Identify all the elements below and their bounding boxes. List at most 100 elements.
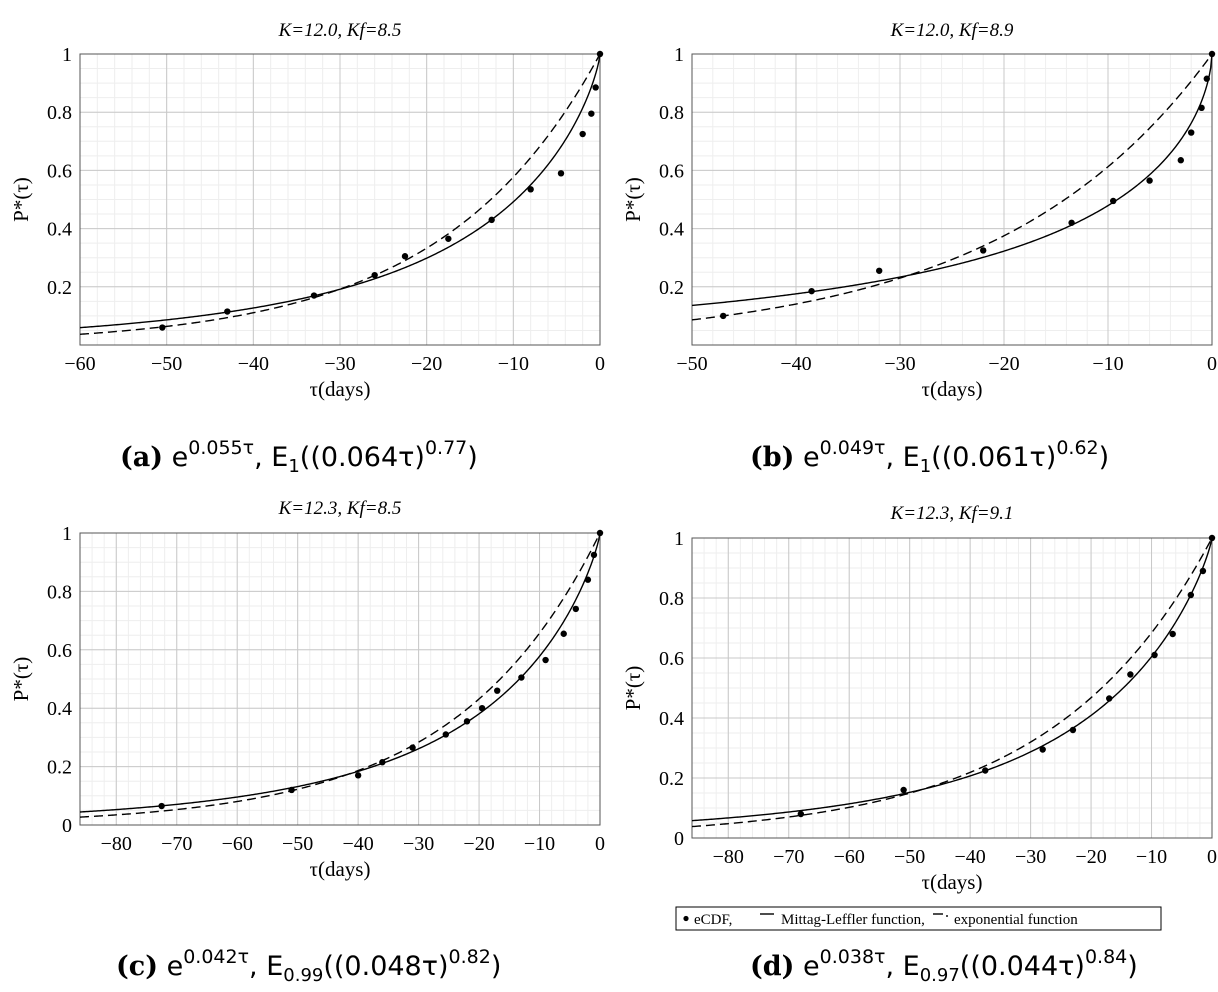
plot-frame [691,537,1213,839]
ecdf-point [445,235,452,242]
ecdf-point [1151,651,1158,659]
y-tick-label: 0.6 [659,648,684,670]
legend-ecdf-label: eCDF, [694,912,732,928]
ecdf-point [488,216,495,224]
x-tick-label: −30 [1015,846,1046,868]
ecdf-point [592,84,599,91]
legend-ecdf-marker [683,915,689,922]
y-axis-label: P*(τ) [9,657,33,702]
ecdf-point [224,308,231,315]
mittag-leffler-curve [79,53,601,329]
ecdf-point [158,802,165,810]
y-tick-label: 0.6 [659,160,684,182]
panels: −60 −50 −40 −30 −20 −10 0 0.2 0.4 0.6 0.8 1 K=12.0, … [9,20,1217,986]
legend-box [675,906,1162,931]
x-tick-label: −10 [498,353,529,375]
ecdf-point [409,744,416,751]
y-tick-label: 0.4 [47,219,72,241]
x-tick-label: −50 [282,833,313,855]
x-tick-label: −20 [463,833,494,855]
x-tick-label: −60 [64,353,95,375]
ecdf-point [518,674,525,681]
ecdf-point [401,253,409,260]
y-tick-label: 0.6 [47,160,72,182]
panel-caption: (a) e0.055τ, E1((0.064τ)0.77) [120,437,478,477]
y-tick-label: 0 [674,828,684,850]
y-tick-label: 1 [62,44,72,66]
ecdf-point [379,759,386,766]
ecdf-point [1169,630,1176,638]
ecdf-point [1177,157,1185,164]
x-tick-label: −20 [411,353,442,375]
x-tick-label: −40 [954,846,985,868]
panel-title: K=12.0, Kf=8.9 [890,20,1014,41]
y-tick-label: 0.4 [47,698,72,720]
x-tick-label: −60 [222,833,253,855]
y-tick-label: 1 [674,44,684,66]
x-tick-label: 0 [1207,846,1217,868]
ecdf-point [542,656,549,664]
ecdf-point [1039,746,1046,753]
x-tick-label: 0 [595,833,605,855]
y-axis-label: P*(τ) [621,177,645,222]
legend-exponential-label: exponential function [954,912,1078,928]
ecdf-point [1198,104,1205,112]
legend: eCDF, Mittag-Leffler function, exponenti… [675,906,1162,931]
y-tick-label: 0.2 [659,277,684,299]
ecdf-point [1203,75,1211,82]
ecdf-point [596,529,604,537]
y-tick-label: 1 [62,523,72,545]
ecdf-point [442,731,450,738]
x-tick-label: −50 [676,353,707,375]
ecdf-point [1208,50,1216,58]
x-tick-label: −50 [151,353,182,375]
ecdf-point [371,271,378,279]
ecdf-point [1146,177,1153,184]
x-tick-label: −70 [773,846,804,868]
ecdf-point [478,705,486,712]
ecdf-point [808,287,815,295]
y-tick-label: 0 [62,815,72,837]
ecdf-point [560,630,567,637]
ecdf-point [310,292,318,299]
x-axis-label: τ(days) [310,857,371,881]
x-tick-label: −60 [834,846,865,868]
plot-frame [79,53,601,346]
x-tick-label: −30 [884,353,915,375]
x-axis-label: τ(days) [922,870,983,894]
exponential-curve [691,537,1213,828]
ecdf-point [588,110,595,117]
ecdf-point [720,312,727,320]
exponential-curve [79,532,601,818]
x-tick-label: −30 [403,833,434,855]
y-axis-label: P*(τ) [621,666,645,711]
panel-1: −60 −50 −40 −30 −20 −10 0 0.2 0.4 0.6 0.8 1 K=12.0, … [9,20,605,477]
y-tick-label: 0.4 [659,219,684,241]
ecdf-point [572,605,580,613]
panel-2: −50 −40 −30 −20 −10 0 0.2 0.4 0.6 0.8 1 K=12.0, Kf=… [621,20,1217,477]
x-axis-label: τ(days) [922,377,983,401]
ecdf-point [527,186,534,193]
ecdf-point [1127,671,1134,678]
x-tick-label: −20 [988,353,1019,375]
panel-caption: (d) e0.038τ, E0.97((0.044τ)0.84) [750,946,1138,986]
y-tick-label: 0.8 [659,588,684,610]
y-tick-label: 0.8 [47,581,72,603]
x-tick-label: −40 [780,353,811,375]
panel-3: −80 −70 −60 −50 −40 −30 −20 −10 0 0 0.2 0.4 0.6 0.8 1 K… [9,498,605,986]
ecdf-point [596,50,604,58]
ecdf-point [288,786,295,794]
y-tick-label: 0.8 [659,102,684,124]
ecdf-point [1069,726,1077,734]
x-tick-label: −80 [713,846,744,868]
ecdf-point [1208,534,1216,542]
ecdf-point [1199,567,1207,575]
x-tick-label: −10 [1092,353,1123,375]
ecdf-point [557,170,565,177]
panel-4: −80 −70 −60 −50 −40 −30 −20 −10 0 0 0.2 0.4 0.6 0.8 1 K… [621,503,1217,986]
exponential-curve [691,53,1213,321]
panel-caption: (b) e0.049τ, E1((0.061τ)0.62) [750,437,1109,477]
ecdf-point [579,130,586,138]
mittag-leffler-curve [79,532,601,813]
y-tick-label: 1 [674,528,684,550]
